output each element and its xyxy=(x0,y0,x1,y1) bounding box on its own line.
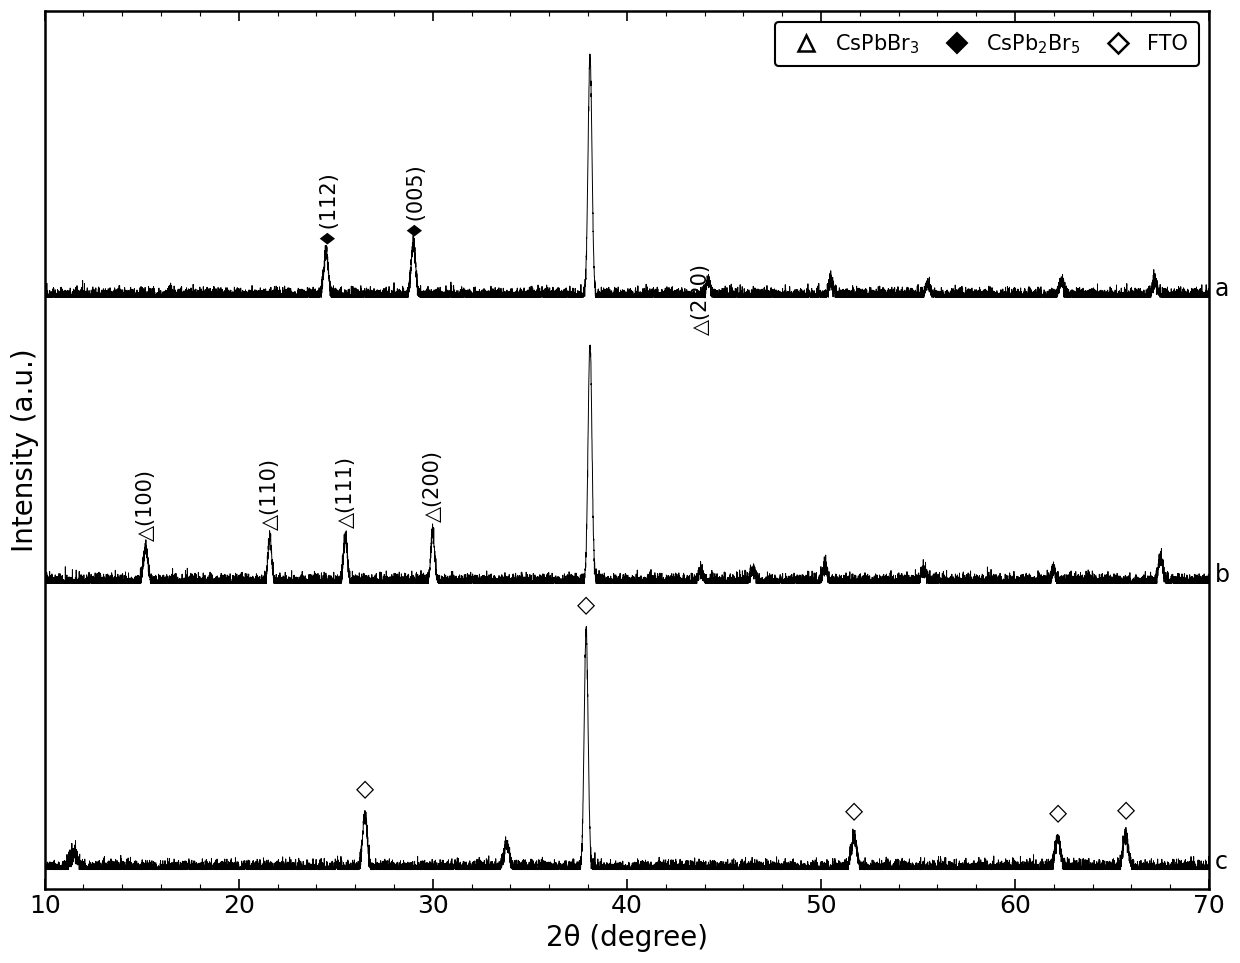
Text: b: b xyxy=(1215,563,1230,587)
Text: △(100): △(100) xyxy=(135,469,155,540)
Text: △(110): △(110) xyxy=(260,458,280,531)
Text: ◇: ◇ xyxy=(1049,801,1066,825)
Text: ◇: ◇ xyxy=(844,799,863,823)
Text: △(111): △(111) xyxy=(336,455,356,528)
Legend: CsPbBr$_3$, CsPb$_2$Br$_5$, FTO: CsPbBr$_3$, CsPb$_2$Br$_5$, FTO xyxy=(775,21,1199,65)
Text: ◇: ◇ xyxy=(1116,798,1135,821)
Text: ◇: ◇ xyxy=(356,777,374,801)
Y-axis label: Intensity (a.u.): Intensity (a.u.) xyxy=(11,349,40,552)
Text: c: c xyxy=(1215,849,1228,873)
Text: △(200): △(200) xyxy=(423,451,443,522)
Text: ♦(005): ♦(005) xyxy=(403,162,423,236)
Text: △(220): △(220) xyxy=(691,264,711,335)
Text: ♦(112): ♦(112) xyxy=(316,169,336,244)
X-axis label: 2θ (degree): 2θ (degree) xyxy=(546,924,708,951)
Text: ◇: ◇ xyxy=(577,593,595,617)
Text: a: a xyxy=(1215,277,1229,301)
